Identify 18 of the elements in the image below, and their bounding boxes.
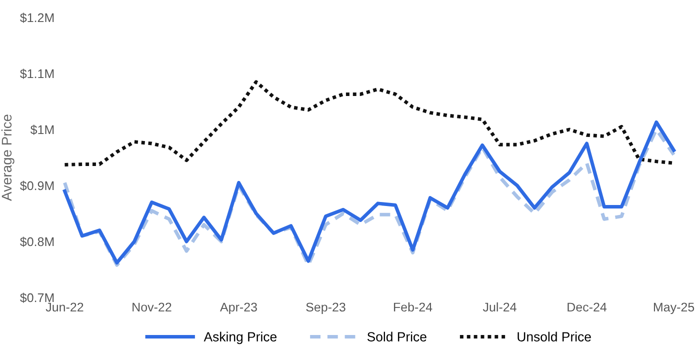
y-axis-title: Average Price <box>1 114 14 201</box>
x-tick-label: Sep-23 <box>306 302 346 314</box>
y-tick-label: $0.8M <box>20 236 54 247</box>
x-tick-label: Apr-23 <box>220 302 257 314</box>
x-tick-label: Jun-22 <box>46 302 84 312</box>
y-tick-label: $0.7M <box>20 292 54 303</box>
y-tick-label: $0.9M <box>20 180 54 191</box>
y-tick-label: $1.2M <box>20 12 54 23</box>
x-tick-label: Nov-22 <box>132 302 172 312</box>
x-tick-label: Feb-24 <box>394 302 432 312</box>
legend-label: Sold Price <box>367 332 426 342</box>
y-tick-label: $1.1M <box>20 68 54 79</box>
legend-label: Unsold Price <box>518 332 591 342</box>
x-tick-label: May-25 <box>654 302 694 314</box>
x-tick-label: Dec-24 <box>568 302 607 312</box>
legend-label: Asking Price <box>204 332 277 344</box>
y-tick-label: $1M <box>30 124 54 135</box>
x-tick-label: Jul-24 <box>482 302 516 312</box>
